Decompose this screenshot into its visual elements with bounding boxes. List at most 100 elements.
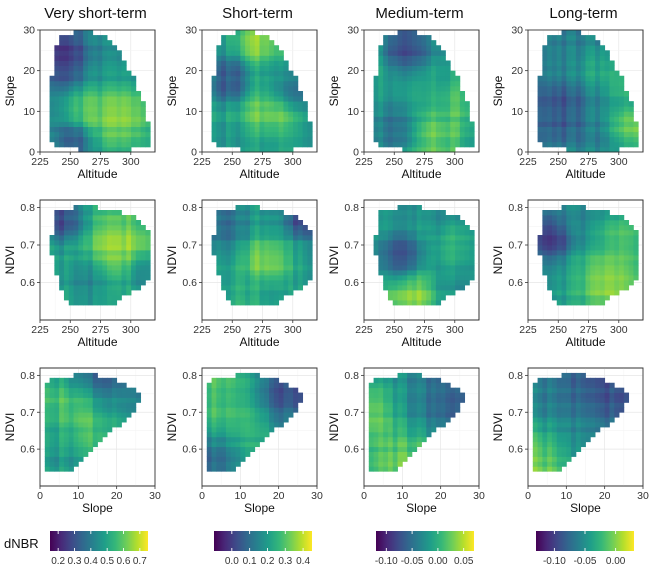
heatmap-cell: [397, 427, 403, 433]
heatmap-cell: [259, 40, 265, 46]
heatmap-cell: [402, 265, 408, 271]
heatmap-cell: [431, 255, 437, 261]
heatmap-cell: [87, 91, 94, 97]
heatmap-cell: [387, 446, 394, 452]
heatmap-cell: [107, 407, 113, 413]
heatmap-cell: [397, 451, 403, 457]
heatmap-cell: [211, 240, 217, 246]
heatmap-cell: [590, 215, 596, 221]
heatmap-cell: [235, 220, 241, 226]
panel-frame: [201, 367, 318, 487]
heatmap-cell: [537, 382, 543, 389]
heatmap-cell: [97, 35, 103, 41]
heatmap-cell: [542, 220, 548, 226]
heatmap-cell: [580, 285, 586, 291]
heatmap-cell: [561, 60, 567, 66]
heatmap-cell: [551, 275, 558, 281]
heatmap-cell: [288, 240, 294, 246]
heatmap-cell: [83, 225, 89, 231]
heatmap-cell: [392, 456, 398, 462]
heatmap-cell: [264, 65, 270, 72]
heatmap-cell: [542, 377, 548, 384]
heatmap-cell: [107, 295, 113, 301]
heatmap-cell: [73, 446, 79, 452]
heatmap-cell: [245, 422, 251, 428]
heatmap-cell: [397, 402, 403, 408]
heatmap-cell: [97, 146, 103, 153]
heatmap-cell: [131, 91, 137, 97]
heatmap-cell: [585, 270, 591, 276]
heatmap-cell: [87, 260, 94, 266]
heatmap-cell: [585, 260, 591, 266]
heatmap-cell: [235, 85, 241, 92]
panel-frame: [363, 367, 480, 487]
heatmap-cell: [293, 225, 299, 231]
heatmap-cell: [561, 240, 567, 246]
heatmap-cell: [445, 382, 451, 389]
heatmap-cell: [297, 91, 304, 97]
heatmap-cell: [216, 220, 222, 226]
heatmap-cell: [604, 220, 610, 226]
heatmap-cell: [216, 427, 222, 433]
heatmap-cell: [264, 300, 270, 306]
heatmap-cell: [407, 141, 413, 148]
heatmap-cell: [107, 65, 113, 72]
heatmap-cell: [575, 106, 582, 112]
heatmap-cell: [102, 392, 108, 398]
heatmap-cell: [283, 215, 289, 221]
heatmap-cell: [216, 461, 222, 467]
heatmap-cell: [537, 245, 543, 251]
y-axis-label: NDVI: [327, 413, 341, 442]
heatmap-cell: [440, 230, 446, 236]
heatmap-cell: [397, 40, 403, 46]
heatmap-cell: [269, 70, 275, 77]
heatmap-cell: [445, 101, 451, 107]
heatmap-cell: [283, 220, 289, 226]
y-tick-label: 30: [347, 25, 359, 37]
x-tick-label: 225: [31, 324, 49, 336]
heatmap-cell: [595, 245, 601, 251]
heatmap-cell: [383, 427, 389, 433]
heatmap-cell: [44, 451, 50, 457]
heatmap-cell: [604, 412, 610, 418]
heatmap-cell: [440, 121, 446, 127]
heatmap-cell: [435, 255, 442, 261]
heatmap-cell: [440, 65, 446, 72]
heatmap-cell: [402, 412, 408, 418]
heatmap-cell: [402, 270, 408, 276]
heatmap-cell: [575, 136, 582, 143]
heatmap-cell: [556, 427, 562, 433]
heatmap-cell: [240, 397, 246, 403]
heatmap-cell: [102, 285, 108, 291]
heatmap-cell: [378, 382, 384, 389]
heatmap-cell: [107, 270, 113, 276]
heatmap-cell: [259, 407, 265, 413]
heatmap-cell: [566, 205, 572, 211]
heatmap-cell: [68, 111, 74, 117]
heatmap-cell: [83, 280, 89, 286]
heatmap-cell: [599, 270, 606, 276]
heatmap-cell: [68, 96, 74, 102]
heatmap-cell: [585, 387, 591, 393]
heatmap-cell: [254, 60, 260, 66]
heatmap-cell: [293, 106, 299, 112]
heatmap-cell: [368, 407, 374, 413]
heatmap-cell: [68, 427, 74, 433]
heatmap-cell: [221, 50, 227, 56]
heatmap-cell: [216, 402, 222, 408]
heatmap-cell: [445, 141, 451, 148]
heatmap-cell: [63, 141, 70, 148]
heatmap-cell: [542, 407, 548, 413]
heatmap-cell: [392, 126, 398, 133]
heatmap-cell: [440, 225, 446, 231]
heatmap-cell: [397, 431, 403, 438]
heatmap-cell: [230, 101, 236, 107]
heatmap-cell: [566, 225, 572, 231]
heatmap-cell: [604, 387, 610, 393]
heatmap-cell: [121, 280, 127, 286]
heatmap-cell: [249, 225, 256, 231]
heatmap-cell: [547, 260, 553, 266]
heatmap-cell: [73, 387, 79, 393]
heatmap-cell: [440, 240, 446, 246]
heatmap-cell: [211, 417, 217, 423]
